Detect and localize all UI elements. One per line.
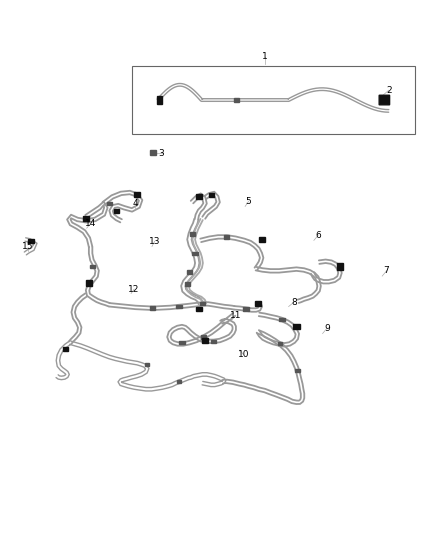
Text: 10: 10 — [238, 350, 249, 359]
Polygon shape — [190, 232, 195, 236]
Bar — [114, 208, 119, 213]
Polygon shape — [150, 306, 155, 310]
Polygon shape — [278, 342, 282, 345]
Polygon shape — [211, 340, 216, 343]
Bar — [258, 237, 265, 242]
Bar — [86, 280, 92, 286]
Polygon shape — [185, 282, 190, 286]
Polygon shape — [295, 369, 300, 373]
Text: 1: 1 — [262, 52, 268, 61]
Bar — [255, 301, 261, 306]
Text: 8: 8 — [291, 298, 297, 306]
Bar — [132, 66, 415, 134]
Text: 12: 12 — [128, 285, 140, 294]
Bar — [336, 263, 343, 270]
Bar — [208, 192, 214, 197]
Bar — [83, 216, 89, 221]
Text: 5: 5 — [246, 197, 251, 206]
Polygon shape — [177, 305, 182, 309]
Bar — [28, 239, 34, 244]
Polygon shape — [192, 252, 198, 255]
Polygon shape — [90, 265, 95, 268]
FancyBboxPatch shape — [379, 95, 390, 105]
Polygon shape — [234, 98, 239, 102]
Polygon shape — [224, 235, 230, 239]
Text: 4: 4 — [133, 199, 138, 208]
Polygon shape — [200, 302, 205, 305]
Bar — [293, 324, 300, 329]
Polygon shape — [180, 341, 185, 344]
Text: 6: 6 — [315, 231, 321, 240]
Polygon shape — [107, 201, 112, 205]
Text: 3: 3 — [159, 149, 164, 158]
Bar — [134, 192, 140, 197]
Polygon shape — [145, 363, 149, 366]
Bar — [63, 347, 68, 351]
Bar — [157, 96, 162, 104]
Bar — [196, 306, 202, 311]
Bar — [196, 194, 202, 199]
Polygon shape — [244, 308, 249, 311]
Polygon shape — [187, 270, 192, 273]
Text: 11: 11 — [230, 311, 241, 320]
Polygon shape — [201, 335, 206, 339]
Polygon shape — [150, 150, 156, 155]
Text: 14: 14 — [85, 220, 96, 228]
Text: 9: 9 — [324, 324, 330, 333]
Text: 7: 7 — [384, 266, 389, 276]
Text: 15: 15 — [22, 243, 33, 252]
Polygon shape — [177, 381, 181, 383]
Text: 2: 2 — [386, 86, 392, 95]
Polygon shape — [279, 318, 285, 321]
Text: 13: 13 — [149, 237, 160, 246]
Bar — [202, 338, 208, 343]
